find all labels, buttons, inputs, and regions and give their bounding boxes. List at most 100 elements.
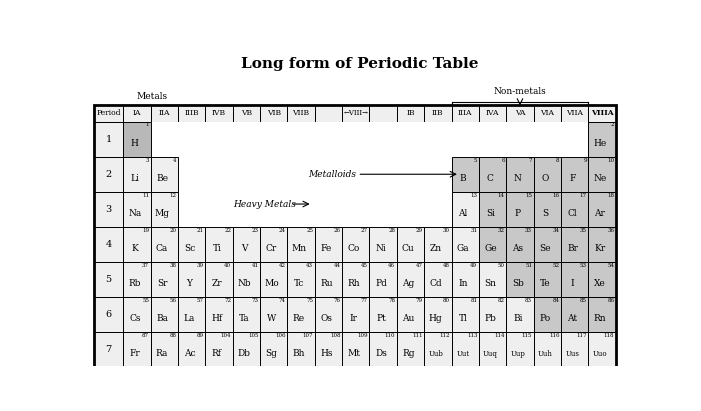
Bar	[533, 297, 561, 332]
Text: 110: 110	[385, 332, 395, 338]
Text: Os: Os	[320, 314, 332, 323]
Text: Cu: Cu	[402, 244, 415, 253]
Text: Non-metals: Non-metals	[494, 87, 546, 96]
Bar	[342, 297, 369, 332]
Bar	[451, 297, 479, 332]
Text: Fr: Fr	[130, 349, 140, 358]
Text: 11: 11	[142, 192, 149, 198]
Text: 41: 41	[252, 263, 259, 268]
Bar	[369, 157, 397, 192]
Text: Db: Db	[238, 349, 251, 358]
Bar	[205, 105, 233, 122]
Bar	[233, 227, 260, 262]
Bar	[287, 262, 315, 297]
Text: 42: 42	[279, 263, 286, 268]
Text: 30: 30	[443, 228, 450, 233]
Bar	[342, 122, 369, 157]
Bar	[287, 157, 315, 192]
Bar	[315, 297, 342, 332]
Text: Ar: Ar	[594, 209, 605, 218]
Text: IIIA: IIIA	[458, 109, 472, 117]
Bar	[369, 105, 397, 122]
Bar	[123, 332, 151, 367]
Text: 87: 87	[142, 332, 149, 338]
Text: 18: 18	[607, 192, 614, 198]
Text: Co: Co	[348, 244, 360, 253]
Bar	[588, 105, 615, 122]
Text: Cr: Cr	[266, 244, 277, 253]
Text: C: C	[487, 174, 494, 183]
Text: P: P	[515, 209, 521, 218]
Text: 56: 56	[170, 298, 177, 302]
Bar	[451, 332, 479, 367]
Bar	[205, 227, 233, 262]
Bar	[479, 122, 506, 157]
Text: Uub: Uub	[428, 350, 443, 358]
Text: 34: 34	[552, 228, 559, 233]
Text: Rn: Rn	[594, 314, 606, 323]
Bar	[205, 332, 233, 367]
Bar	[588, 192, 615, 227]
Bar	[287, 192, 315, 227]
Text: Heavy Metals: Heavy Metals	[233, 199, 296, 208]
Text: Ir: Ir	[350, 314, 358, 323]
Text: Te: Te	[540, 279, 550, 288]
Text: H: H	[131, 139, 139, 148]
Bar	[178, 227, 205, 262]
Bar	[397, 297, 424, 332]
Text: 116: 116	[549, 332, 559, 338]
Bar	[506, 227, 533, 262]
Bar	[451, 227, 479, 262]
Text: Ac: Ac	[184, 349, 196, 358]
Bar	[151, 157, 178, 192]
Text: Be: Be	[156, 174, 168, 183]
Text: 15: 15	[525, 192, 532, 198]
Bar	[424, 262, 451, 297]
Bar	[178, 105, 205, 122]
Text: 5: 5	[474, 157, 477, 162]
Bar	[397, 105, 424, 122]
Bar	[479, 157, 506, 192]
Bar	[205, 157, 233, 192]
Text: 37: 37	[142, 263, 149, 268]
Text: VIIIA: VIIIA	[591, 109, 613, 117]
Text: Li: Li	[130, 174, 139, 183]
Text: 29: 29	[416, 228, 423, 233]
Bar	[123, 157, 151, 192]
Text: 76: 76	[334, 298, 341, 302]
Text: 111: 111	[412, 332, 423, 338]
Bar	[369, 297, 397, 332]
Text: Uuo: Uuo	[592, 350, 607, 358]
Text: K: K	[131, 244, 138, 253]
Text: Mn: Mn	[292, 244, 306, 253]
Text: 83: 83	[525, 298, 532, 302]
Text: 88: 88	[170, 332, 177, 338]
Bar	[506, 105, 533, 122]
Bar	[94, 227, 123, 262]
Bar	[94, 192, 123, 227]
Text: IIA: IIA	[158, 109, 170, 117]
Text: 77: 77	[361, 298, 368, 302]
Text: 6: 6	[105, 310, 111, 319]
Text: 32: 32	[498, 228, 505, 233]
Text: 47: 47	[416, 263, 423, 268]
Bar	[205, 192, 233, 227]
Bar	[561, 262, 588, 297]
Bar	[233, 332, 260, 367]
Text: 115: 115	[522, 332, 532, 338]
Text: Zn: Zn	[430, 244, 442, 253]
Bar	[260, 262, 287, 297]
Bar	[178, 332, 205, 367]
Bar	[342, 192, 369, 227]
Text: 2: 2	[611, 122, 614, 127]
Bar	[479, 192, 506, 227]
Text: 8: 8	[556, 157, 559, 162]
Text: VB: VB	[241, 109, 252, 117]
Text: 106: 106	[275, 332, 286, 338]
Bar	[315, 192, 342, 227]
Text: 49: 49	[470, 263, 477, 268]
Text: Hf: Hf	[211, 314, 222, 323]
Text: 13: 13	[470, 192, 477, 198]
Text: 108: 108	[330, 332, 341, 338]
Text: Ra: Ra	[156, 349, 168, 358]
